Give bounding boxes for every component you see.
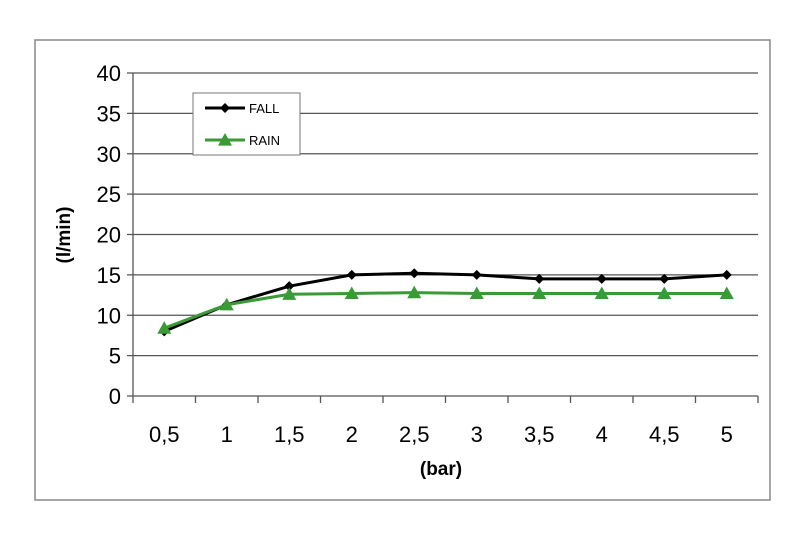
data-point xyxy=(471,269,482,280)
series-line-rain xyxy=(163,291,727,330)
data-point xyxy=(534,273,545,284)
data-point xyxy=(596,273,607,284)
x-tick-label: 2,5 xyxy=(399,422,430,447)
data-point xyxy=(532,286,547,300)
data-point xyxy=(157,321,172,334)
data-point xyxy=(594,286,609,300)
data-point xyxy=(284,281,295,292)
y-tick-label: 40 xyxy=(97,61,121,86)
x-tick-label: 3 xyxy=(471,422,483,447)
data-point xyxy=(344,286,359,300)
y-tick-label: 10 xyxy=(97,303,121,328)
x-tick-label: 1,5 xyxy=(274,422,305,447)
data-point xyxy=(721,269,732,280)
data-point xyxy=(346,269,357,280)
data-point xyxy=(282,287,297,300)
x-tick-label: 2 xyxy=(346,422,358,447)
y-tick-label: 25 xyxy=(97,182,121,207)
y-tick-label: 5 xyxy=(109,344,121,369)
x-tick-label: 0,5 xyxy=(149,422,180,447)
data-point xyxy=(657,286,672,300)
data-point xyxy=(219,297,234,311)
x-tick-label: 4 xyxy=(596,422,608,447)
x-tick-label: 5 xyxy=(721,422,733,447)
legend-label: FALL xyxy=(249,101,279,116)
x-tick-label: 3,5 xyxy=(524,422,555,447)
data-point xyxy=(719,286,734,300)
data-point xyxy=(218,133,232,146)
series-line-fall xyxy=(163,271,727,333)
data-point xyxy=(220,103,230,113)
x-tick-label: 1 xyxy=(221,422,233,447)
x-tick-label: 4,5 xyxy=(649,422,680,447)
data-point xyxy=(659,273,670,284)
y-tick-label: 30 xyxy=(97,142,121,167)
x-axis-label: (bar) xyxy=(420,459,462,480)
y-tick-label: 15 xyxy=(97,263,121,288)
y-tick-label: 20 xyxy=(97,223,121,248)
legend-label: RAIN xyxy=(249,133,280,148)
y-axis-label: (l/min) xyxy=(54,207,75,264)
data-point xyxy=(469,286,484,300)
chart-border xyxy=(34,39,771,501)
data-point xyxy=(407,285,422,299)
y-tick-label: 0 xyxy=(109,384,121,409)
data-point xyxy=(409,268,420,279)
y-tick-label: 35 xyxy=(97,101,121,126)
legend: FALL RAIN xyxy=(192,92,301,156)
